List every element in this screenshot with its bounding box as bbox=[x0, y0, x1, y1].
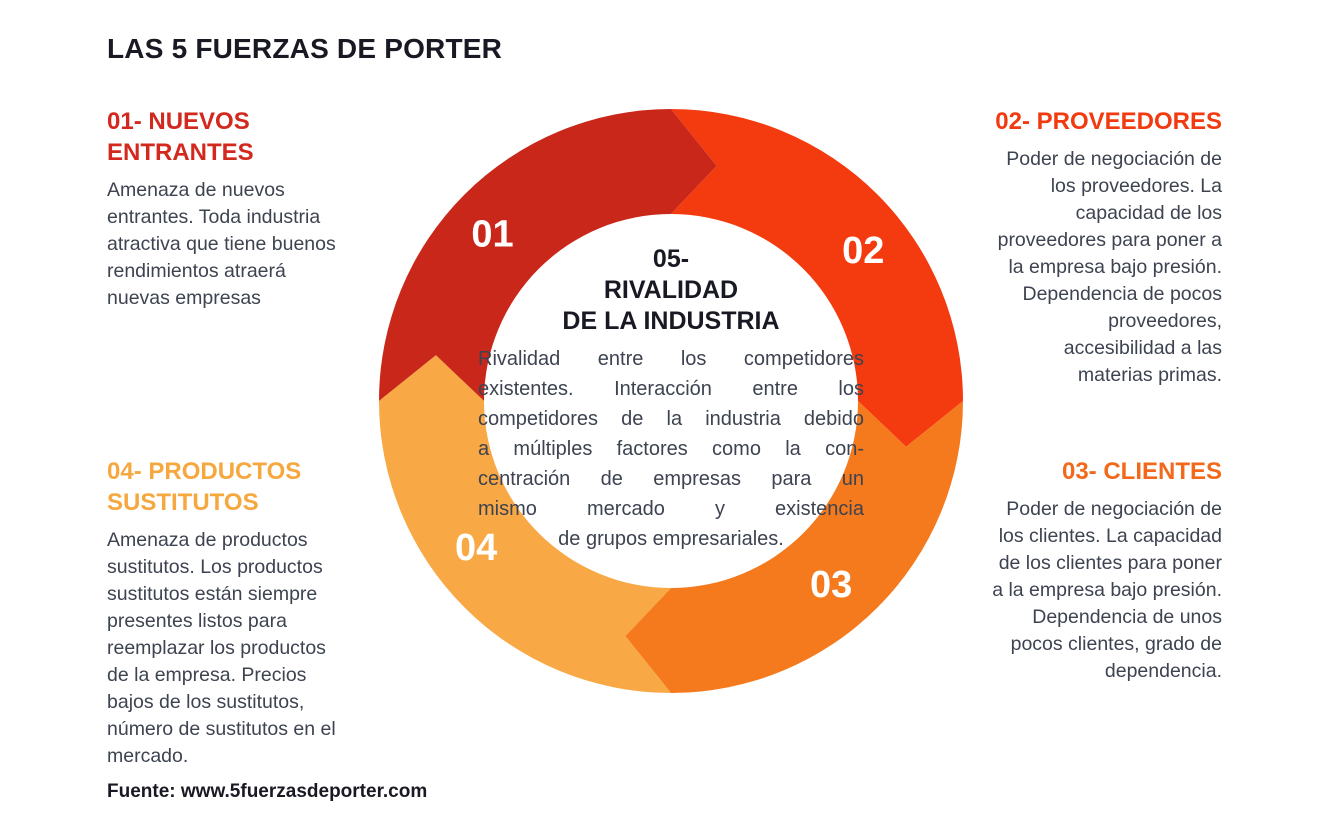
text-line: a la empresa bajo presión. bbox=[992, 579, 1222, 601]
text-line: RIVALIDAD bbox=[603, 276, 739, 304]
text-line: de grupos empresariales. bbox=[558, 528, 784, 550]
ring-segment-04 bbox=[379, 355, 671, 693]
text-line: mercado. bbox=[107, 745, 189, 767]
force-block-02-proveedores: 02- PROVEEDORES Poder de negociación de l… bbox=[972, 106, 1222, 389]
ring-number-02: 02 bbox=[842, 230, 884, 272]
five-forces-cycle-diagram: 01 02 03 04 bbox=[379, 109, 963, 693]
text-line: Dependencia de pocos bbox=[1022, 283, 1223, 305]
text-line: mismo mercado y existencia bbox=[478, 498, 864, 520]
force-01-heading: 01- NUEVOS ENTRANTES bbox=[107, 106, 375, 168]
text-line: bajos de los sustitutos, bbox=[107, 691, 305, 713]
force-04-heading: 04- PRODUCTOS SUSTITUTOS bbox=[107, 456, 381, 518]
text-line: DE LA INDUSTRIA bbox=[562, 307, 780, 335]
ring-segment-01 bbox=[379, 109, 717, 401]
text-line: Rivalidad entre los competidores bbox=[478, 348, 864, 370]
text-line: atractiva que tiene buenos bbox=[107, 233, 336, 255]
text-line: centración de empresas para un bbox=[478, 468, 864, 490]
force-block-03-clientes: 03- CLIENTES Poder de negociación de los … bbox=[968, 456, 1222, 685]
ring-number-03: 03 bbox=[810, 564, 852, 606]
ring-number-01: 01 bbox=[471, 214, 513, 256]
text-line: pocos clientes, grado de bbox=[1010, 633, 1222, 655]
text-line: rendimientos atraerá bbox=[107, 260, 286, 282]
text-line: los clientes. La capacidad bbox=[998, 525, 1222, 547]
text-line: proveedores, bbox=[1108, 310, 1222, 332]
text-line: de los clientes para poner bbox=[998, 552, 1222, 574]
text-line: materias primas. bbox=[1077, 364, 1222, 386]
text-line: existentes. Interacción entre los bbox=[478, 378, 864, 400]
text-line: sustitutos están siempre bbox=[107, 583, 318, 605]
text-line: Poder de negociación de bbox=[1006, 498, 1222, 520]
force-02-heading: 02- PROVEEDORES bbox=[972, 106, 1222, 137]
ring-segment-03 bbox=[625, 401, 963, 693]
text-line: reemplazar los productos bbox=[107, 637, 326, 659]
force-02-description: Poder de negociación de los proveedores. … bbox=[972, 146, 1222, 389]
text-line: 03- CLIENTES bbox=[1061, 458, 1222, 485]
text-line: 04- PRODUCTOS bbox=[107, 458, 302, 485]
text-line: Amenaza de nuevos bbox=[107, 179, 285, 201]
text-line: Amenaza de productos bbox=[107, 529, 308, 551]
ring-segment-02 bbox=[671, 109, 963, 447]
text-line: competidores de la industria debido bbox=[478, 408, 864, 430]
text-line: ENTRANTES bbox=[107, 139, 254, 166]
text-line: los proveedores. La bbox=[1050, 175, 1222, 197]
text-line: Dependencia de unos bbox=[1032, 606, 1222, 628]
text-line: número de sustitutos en el bbox=[107, 718, 336, 740]
force-block-05-rivalidad-industria: 05- RIVALIDAD DE LA INDUSTRIA Rivalidad en… bbox=[478, 244, 864, 554]
text-line: la empresa bajo presión. bbox=[1008, 256, 1222, 278]
text-line: 02- PROVEEDORES bbox=[995, 108, 1222, 135]
force-05-description: Rivalidad entre los competidores existent… bbox=[478, 344, 864, 554]
force-block-01-nuevos-entrantes: 01- NUEVOS ENTRANTES Amenaza de nuevos ent… bbox=[107, 106, 375, 312]
text-line: entrantes. Toda industria bbox=[107, 206, 321, 228]
text-line: accesibilidad a las bbox=[1063, 337, 1222, 359]
text-line: dependencia. bbox=[1104, 660, 1222, 682]
text-line: proveedores para poner a bbox=[997, 229, 1222, 251]
force-05-heading: 05- RIVALIDAD DE LA INDUSTRIA bbox=[478, 244, 864, 337]
text-line: capacidad de los bbox=[1075, 202, 1222, 224]
force-01-description: Amenaza de nuevos entrantes. Toda industr… bbox=[107, 177, 375, 312]
text-line: sustitutos. Los productos bbox=[107, 556, 323, 578]
force-03-heading: 03- CLIENTES bbox=[968, 456, 1222, 487]
force-03-description: Poder de negociación de los clientes. La … bbox=[968, 496, 1222, 685]
force-04-description: Amenaza de productos sustitutos. Los prod… bbox=[107, 527, 381, 770]
text-line: nuevas empresas bbox=[107, 287, 261, 309]
text-line: 01- NUEVOS bbox=[107, 108, 250, 135]
ring-number-04: 04 bbox=[455, 527, 497, 569]
force-block-04-productos-sustitutos: 04- PRODUCTOS SUSTITUTOS Amenaza de produ… bbox=[107, 456, 381, 770]
text-line: a múltiples factores como la con- bbox=[478, 438, 864, 460]
page-title: LAS 5 FUERZAS DE PORTER bbox=[107, 33, 503, 64]
text-line: Poder de negociación de bbox=[1006, 148, 1222, 170]
text-line: de la empresa. Precios bbox=[107, 664, 307, 686]
source-attribution: Fuente: www.5fuerzasdeporter.com bbox=[107, 781, 428, 802]
text-line: 05- bbox=[652, 245, 690, 273]
text-line: SUSTITUTOS bbox=[107, 489, 259, 516]
text-line: presentes listos para bbox=[107, 610, 287, 632]
